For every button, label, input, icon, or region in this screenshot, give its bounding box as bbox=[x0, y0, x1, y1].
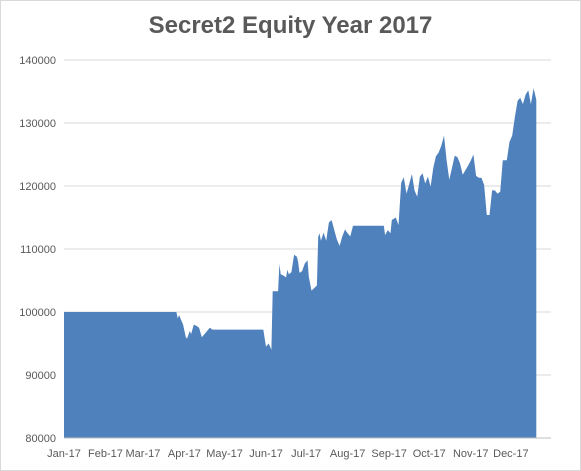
y-tick-label: 90000 bbox=[25, 370, 56, 382]
x-tick-label: Nov-17 bbox=[453, 448, 488, 460]
x-tick-label: May-17 bbox=[206, 448, 243, 460]
x-tick-label: Mar-17 bbox=[126, 448, 161, 460]
chart-title: Secret2 Equity Year 2017 bbox=[148, 12, 433, 39]
equity-area-series bbox=[64, 88, 537, 439]
x-tick-label: Dec-17 bbox=[493, 448, 528, 460]
x-tick-label: Apr-17 bbox=[168, 448, 201, 460]
x-tick-label: Sep-17 bbox=[371, 448, 406, 460]
x-tick-label: Aug-17 bbox=[330, 448, 365, 460]
y-tick-label: 120000 bbox=[19, 181, 56, 193]
x-tick-label: Feb-17 bbox=[88, 448, 123, 460]
x-tick-label: Jan-17 bbox=[47, 448, 81, 460]
y-tick-label: 140000 bbox=[19, 55, 56, 67]
y-tick-label: 100000 bbox=[19, 307, 56, 319]
y-tick-label: 130000 bbox=[19, 118, 56, 130]
x-tick-label: Oct-17 bbox=[413, 448, 446, 460]
x-axis-ticks: Jan-17 Feb-17 Mar-17 Apr-17 May-17 Jun-17 Jul-… bbox=[47, 448, 528, 460]
x-tick-label: Jul-17 bbox=[291, 448, 321, 460]
y-tick-label: 80000 bbox=[25, 433, 56, 445]
y-axis-ticks: 80000 90000 100000 110000 120000 130000 140000 bbox=[19, 55, 56, 445]
equity-area bbox=[64, 88, 537, 439]
y-tick-label: 110000 bbox=[20, 244, 56, 256]
x-tick-label: Jun-17 bbox=[249, 448, 283, 460]
